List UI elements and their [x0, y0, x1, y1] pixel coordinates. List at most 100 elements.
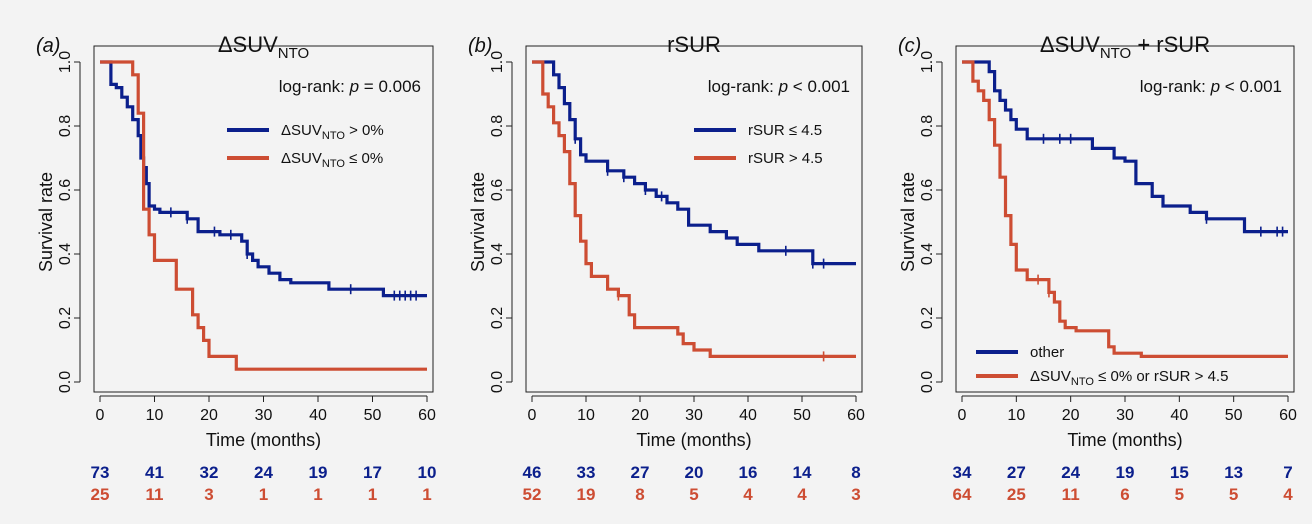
legend-label-suffix: ≤ 0% [345, 150, 383, 167]
legend-label-suffix: > 0% [345, 122, 384, 139]
x-tick-label: 50 [793, 407, 811, 424]
risk-count-blue: 32 [200, 463, 219, 482]
y-tick-label: 0.4 [489, 243, 506, 265]
logrank-annotation: log-rank: p = 0.006 [279, 77, 421, 96]
risk-count-red: 11 [1062, 485, 1080, 504]
x-axis-label: Time (months) [636, 430, 751, 450]
logrank-prefix: log-rank: [1140, 77, 1211, 96]
x-tick-label: 60 [418, 407, 436, 424]
x-axis-label: Time (months) [1067, 430, 1182, 450]
risk-count-red: 6 [1120, 485, 1129, 504]
panel-title-main: rSUR [667, 32, 721, 57]
y-tick-label: 0.8 [489, 115, 506, 137]
risk-count-blue: 34 [953, 463, 972, 482]
legend-label-main: ΔSUV [1030, 368, 1071, 385]
legend-label-subscript: NTO [322, 158, 345, 170]
legend-label-main: rSUR > 4.5 [748, 150, 823, 167]
legend-label-main: other [1030, 344, 1064, 361]
risk-count-red: 5 [1229, 485, 1238, 504]
risk-count-red: 1 [422, 485, 431, 504]
legend-label-main: ΔSUV [281, 122, 322, 139]
y-axis-label: Survival rate [36, 172, 56, 272]
risk-count-blue: 8 [851, 463, 860, 482]
x-tick-label: 60 [1279, 407, 1297, 424]
x-tick-label: 20 [631, 407, 649, 424]
x-axis-label: Time (months) [206, 430, 321, 450]
survival-curve-red [100, 60, 427, 371]
panel-title: ΔSUVNTO + rSUR [1040, 32, 1210, 62]
risk-count-blue: 14 [793, 463, 812, 482]
x-tick-label: 20 [1062, 407, 1080, 424]
legend-label-main: rSUR ≤ 4.5 [748, 122, 822, 139]
y-tick-label: 0.4 [57, 243, 74, 265]
logrank-prefix: log-rank: [279, 77, 350, 96]
legend-label: ΔSUVNTO ≤ 0% or rSUR > 4.5 [1030, 368, 1228, 388]
risk-count-blue: 41 [145, 463, 164, 482]
risk-count-blue: 27 [631, 463, 650, 482]
survival-curve-red [962, 60, 1288, 358]
risk-count-blue: 15 [1170, 463, 1189, 482]
y-tick-label: 0.0 [919, 371, 936, 393]
survival-curve-red [532, 60, 856, 358]
risk-count-blue: 27 [1007, 463, 1026, 482]
x-tick-label: 0 [96, 407, 105, 424]
y-tick-label: 0.8 [919, 115, 936, 137]
risk-count-red: 1 [368, 485, 377, 504]
panel-title: rSUR [667, 32, 721, 57]
km-panel-2: 0 10 20 30 40 50 60 Time (months) 0.0 0.2 0.4 0.6 0.… [468, 32, 865, 504]
risk-count-red: 8 [635, 485, 644, 504]
legend-label: ΔSUVNTO ≤ 0% [281, 150, 383, 170]
risk-count-red: 11 [146, 485, 164, 504]
y-tick-label: 0.6 [489, 179, 506, 201]
panel-title-subscript: NTO [1100, 45, 1131, 62]
risk-count-red: 4 [1283, 485, 1293, 504]
x-tick-label: 50 [364, 407, 382, 424]
legend-label: rSUR ≤ 4.5 [748, 122, 822, 139]
y-tick-label: 0.0 [489, 371, 506, 393]
risk-count-blue: 73 [91, 463, 110, 482]
y-tick-label: 1.0 [57, 51, 74, 73]
legend-label: rSUR > 4.5 [748, 150, 823, 167]
x-tick-label: 40 [739, 407, 757, 424]
km-panel-3: 0 10 20 30 40 50 60 Time (months) 0.0 0.2 0.4 0.6 0.… [898, 32, 1297, 504]
panel-label: (a) [36, 35, 60, 57]
risk-count-red: 64 [953, 485, 972, 504]
x-tick-label: 10 [146, 407, 164, 424]
panel-label: (c) [898, 35, 921, 57]
logrank-value: < 0.001 [788, 77, 850, 96]
km-panel-1: 0 10 20 30 40 50 60 Time (months) 0.0 0.2 0.4 0.6 0.… [36, 32, 436, 504]
logrank-value: < 0.001 [1220, 77, 1282, 96]
y-tick-label: 0.4 [919, 243, 936, 265]
plot-frame [93, 45, 434, 393]
panel-title-suffix: + rSUR [1131, 32, 1210, 57]
logrank-annotation: log-rank: p < 0.001 [708, 77, 850, 96]
risk-count-blue: 33 [577, 463, 596, 482]
logrank-p: p [349, 77, 359, 96]
survival-curve-blue [100, 60, 427, 298]
x-tick-label: 40 [1170, 407, 1188, 424]
x-tick-label: 0 [528, 407, 537, 424]
y-tick-label: 0.6 [57, 179, 74, 201]
y-axis-label: Survival rate [898, 172, 918, 272]
risk-count-red: 19 [577, 485, 596, 504]
risk-count-blue: 17 [363, 463, 382, 482]
risk-count-blue: 19 [1116, 463, 1135, 482]
risk-count-red: 25 [1007, 485, 1026, 504]
x-tick-label: 30 [1116, 407, 1134, 424]
risk-count-red: 3 [851, 485, 860, 504]
legend-label: ΔSUVNTO > 0% [281, 122, 384, 142]
x-tick-label: 60 [847, 407, 865, 424]
risk-count-red: 52 [523, 485, 542, 504]
panel-label: (b) [468, 35, 492, 57]
y-tick-label: 0.0 [57, 371, 74, 393]
y-tick-label: 1.0 [489, 51, 506, 73]
logrank-p: p [778, 77, 788, 96]
x-tick-label: 30 [685, 407, 703, 424]
risk-count-blue: 24 [254, 463, 273, 482]
legend-label-subscript: NTO [322, 130, 345, 142]
panel-title-main: ΔSUV [218, 32, 278, 57]
plot-frame [525, 45, 863, 393]
risk-count-red: 25 [91, 485, 110, 504]
logrank-annotation: log-rank: p < 0.001 [1140, 77, 1282, 96]
